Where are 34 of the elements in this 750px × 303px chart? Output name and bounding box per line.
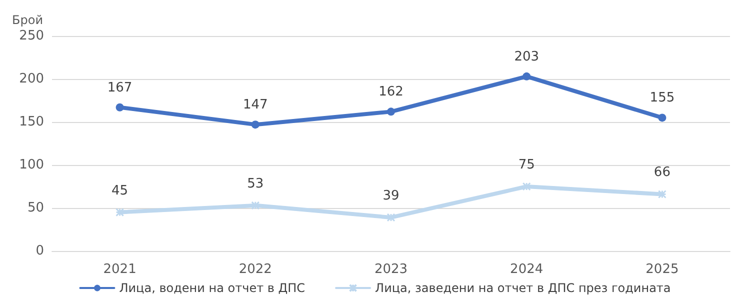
data-label: 167 (107, 80, 132, 96)
data-label: 147 (242, 98, 268, 113)
data-label: 45 (112, 183, 128, 198)
point (522, 182, 531, 191)
y-tick-label: 0 (36, 244, 44, 258)
point (251, 120, 260, 129)
point (658, 190, 666, 198)
data-label: 155 (650, 90, 675, 106)
y-tick-label: 50 (27, 200, 44, 216)
data-label: 75 (518, 158, 535, 172)
point (116, 103, 124, 112)
y-tick-label: 150 (19, 114, 44, 130)
point (386, 213, 396, 222)
y-tick-label: 200 (19, 72, 44, 86)
x-tick-label: 2023 (374, 262, 408, 277)
x-tick-label: 2022 (238, 262, 272, 277)
legend-label: Лица, водени на отчет в ДПС (119, 281, 306, 295)
data-label: 66 (654, 165, 670, 180)
x-tick-label: 2021 (103, 262, 136, 277)
y-tick-label: 100 (19, 158, 44, 172)
y-tick-label: 250 (19, 28, 44, 44)
x-tick-label: 2025 (646, 262, 679, 277)
data-label: 162 (378, 84, 404, 100)
legend-label: Лица, заведени на отчет в ДПС през годината (375, 281, 671, 295)
x-tick-label: 2024 (510, 262, 544, 277)
data-label: 39 (382, 188, 400, 204)
point (387, 108, 395, 116)
point (522, 72, 531, 80)
data-label: 53 (247, 176, 264, 192)
point (251, 201, 260, 210)
data-label: 203 (514, 49, 540, 64)
y-axis-title: Брой (12, 13, 43, 27)
point (116, 208, 124, 217)
point (658, 114, 666, 122)
